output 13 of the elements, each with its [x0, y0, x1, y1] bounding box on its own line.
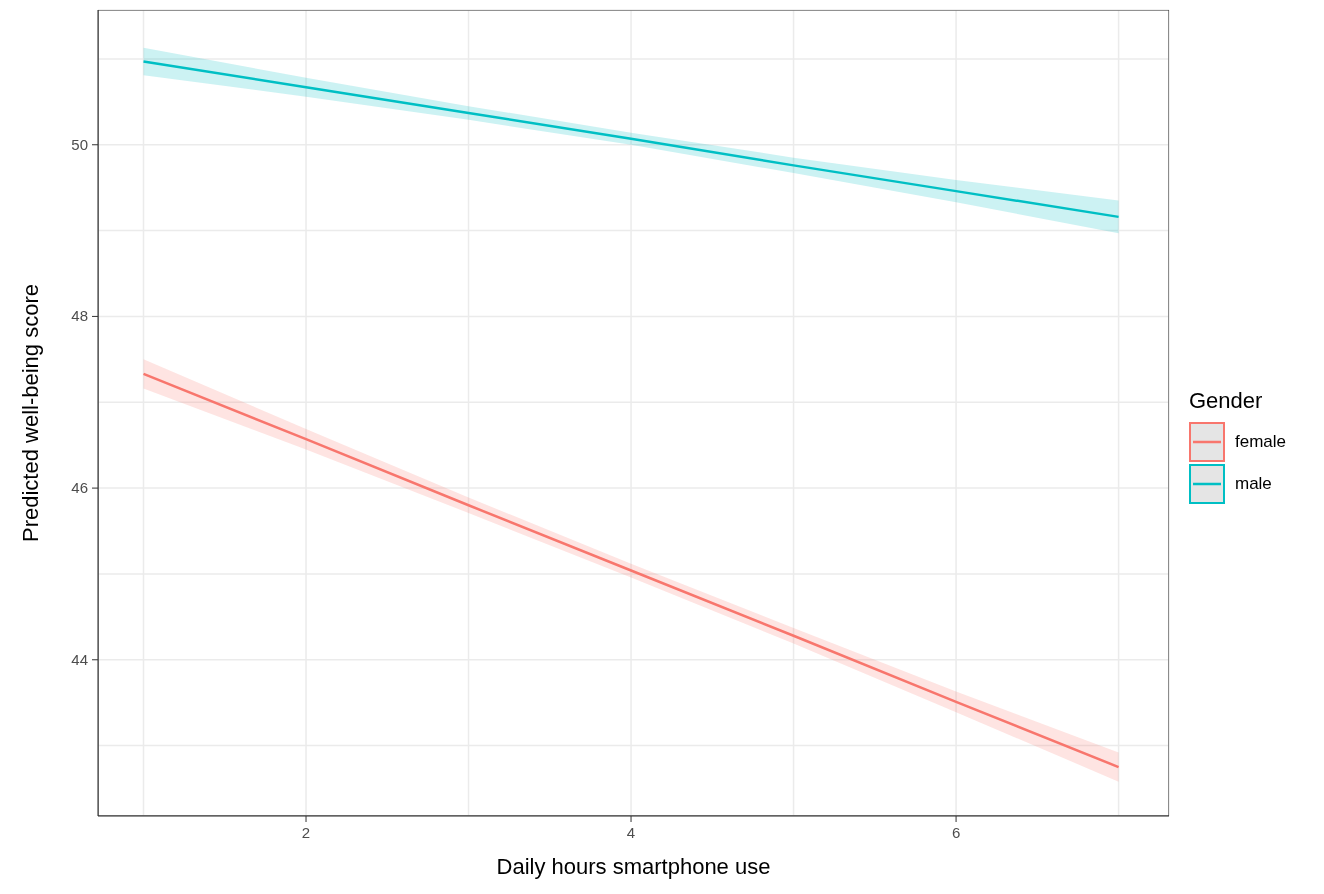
y-tick-label: 44 — [71, 650, 88, 668]
y-tick-label: 48 — [71, 307, 88, 325]
y-tick-label: 50 — [71, 135, 88, 153]
legend-label: female — [1234, 432, 1286, 452]
y-axis-title: Predicted well-being score — [17, 283, 43, 543]
y-tick-label: 46 — [71, 479, 88, 497]
x-axis-title: Daily hours smartphone use — [496, 854, 771, 879]
x-tick-label: 2 — [301, 824, 311, 841]
x-tick-label: 4 — [626, 824, 636, 841]
legend-title: Gender — [1188, 388, 1264, 414]
line-series — [142, 60, 1120, 219]
legend-label: male — [1234, 474, 1272, 494]
x-tick-label: 6 — [951, 824, 961, 841]
